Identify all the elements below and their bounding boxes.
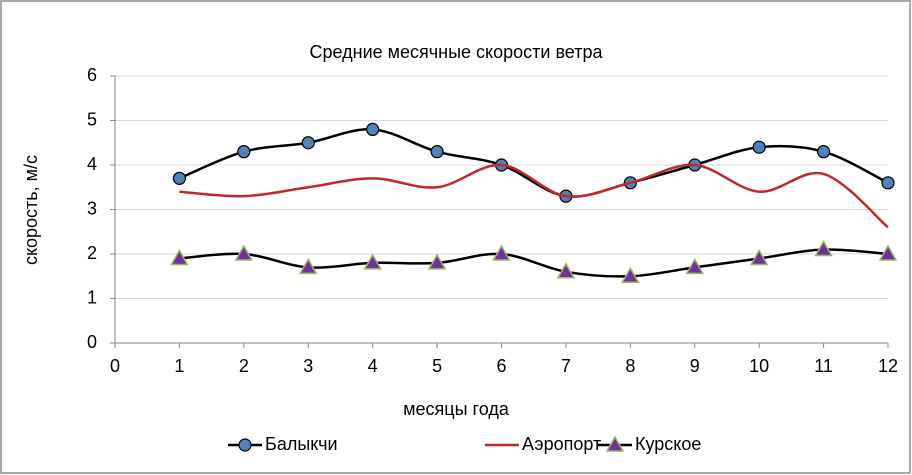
x-tick-label: 6	[496, 356, 506, 376]
x-tick-label: 12	[878, 356, 898, 376]
legend-marker	[605, 435, 625, 452]
marker	[752, 140, 766, 154]
marker	[172, 171, 187, 185]
marker	[301, 136, 315, 150]
x-tick-label: 2	[239, 356, 249, 376]
y-tick-label: 0	[87, 332, 97, 352]
x-tick-label: 9	[690, 356, 700, 376]
y-axis-label: скорость, м/с	[21, 155, 41, 265]
marker	[430, 145, 444, 159]
chart-title: Средние месячные скорости ветра	[310, 42, 604, 62]
marker	[878, 244, 898, 261]
x-tick-label: 4	[368, 356, 378, 376]
legend-label: Балыкчи	[265, 434, 338, 454]
marker	[427, 253, 447, 270]
y-tick-label: 6	[87, 65, 97, 85]
x-tick-label: 1	[174, 356, 184, 376]
legend-item: Балыкчи	[228, 434, 338, 454]
marker	[621, 266, 640, 283]
legend: Балыкчи Аэропорт Курское	[228, 434, 701, 454]
y-tick-label: 2	[87, 243, 97, 263]
legend-label: Аэропорт	[522, 434, 601, 454]
marker	[366, 122, 380, 136]
marker	[170, 248, 189, 266]
legend-item: Курское	[598, 434, 701, 454]
x-tick-label: 0	[110, 356, 120, 376]
marker	[237, 145, 251, 159]
x-axis-label: месяцы года	[403, 399, 510, 419]
marker	[234, 244, 254, 261]
x-tick-label: 7	[561, 356, 571, 376]
marker	[881, 176, 895, 190]
x-tick-label: 3	[303, 356, 313, 376]
legend-item: Аэропорт	[485, 434, 601, 454]
y-tick-label: 5	[87, 109, 97, 129]
marker	[749, 248, 769, 266]
x-tick-label: 8	[625, 356, 635, 376]
x-tick-label: 5	[432, 356, 442, 376]
y-tick-label: 3	[87, 198, 97, 218]
marker	[556, 262, 576, 279]
marker	[363, 253, 382, 270]
marker	[816, 145, 831, 159]
series-line	[179, 163, 889, 229]
marker	[492, 244, 511, 261]
x-tick-label: 11	[814, 356, 833, 376]
marker	[298, 257, 318, 275]
marker	[685, 257, 705, 275]
y-tick-label: 4	[87, 154, 97, 174]
y-tick-label: 1	[87, 287, 97, 307]
x-tick-label: 10	[749, 356, 769, 376]
series-line	[179, 248, 889, 278]
legend-marker	[238, 438, 252, 452]
marker	[814, 240, 833, 257]
legend-label: Курское	[635, 434, 701, 454]
